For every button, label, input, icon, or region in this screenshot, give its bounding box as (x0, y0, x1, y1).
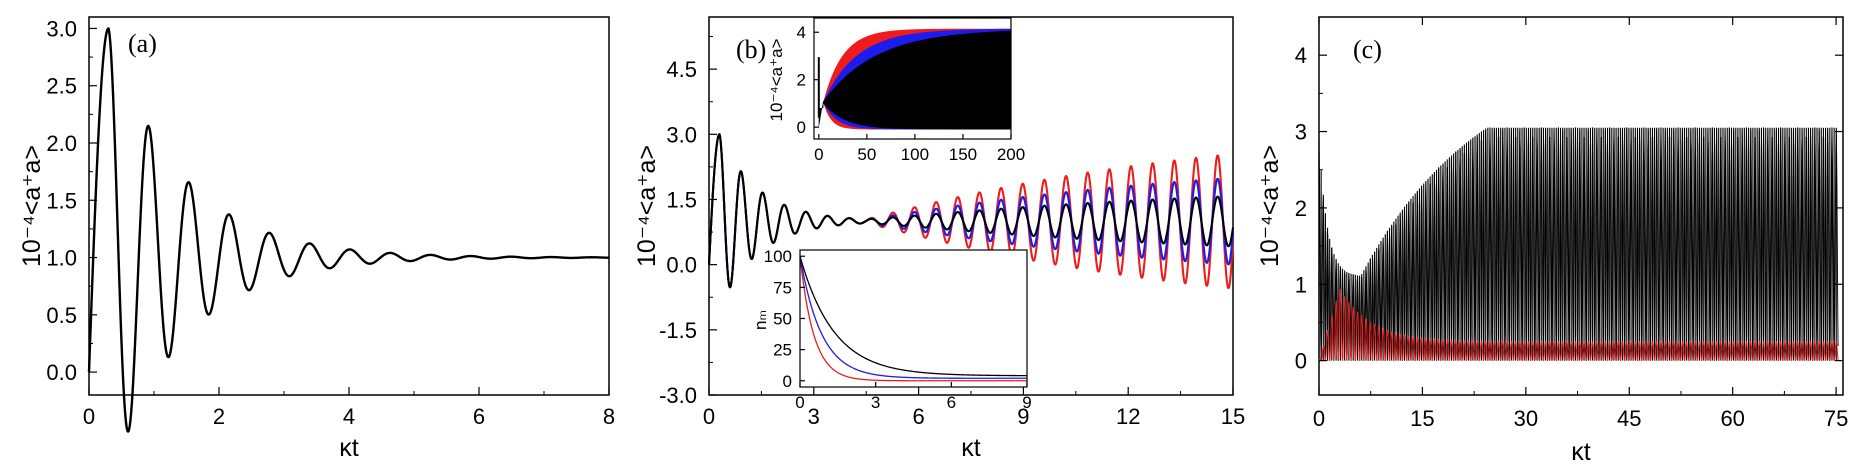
x-tick-label: 0 (1313, 406, 1325, 431)
panel-b-inset-bottom: 0 3 6 9 0 25 50 75 100 nₘ (751, 247, 1032, 412)
inset-top-series (817, 28, 1011, 130)
panel-c-ylabel: 10⁻⁴<a⁺a> (1256, 145, 1284, 267)
panel-a-series (87, 27, 610, 433)
x-tick-label: 6 (947, 393, 956, 412)
inset-bottom-ylabel: nₘ (751, 310, 770, 330)
y-tick-label: 0.5 (46, 303, 77, 328)
y-tick-label: 0 (1295, 349, 1307, 374)
x-tick-label: 3 (871, 393, 880, 412)
panel-a-ticks: 0 2 4 6 8 0.0 0.5 1.0 1.5 2.0 2.5 3.0 (46, 16, 615, 429)
inset-bottom-bg (800, 250, 1027, 387)
y-tick-label: -1.5 (659, 318, 697, 343)
x-tick-label: 100 (901, 145, 929, 164)
y-tick-label: 25 (773, 341, 792, 360)
panel-b-ylabel: 10⁻⁴<a⁺a> (633, 145, 661, 267)
panel-a-xlabel: κt (339, 434, 359, 462)
panel-c-ticks: 0 15 30 45 60 75 0 1 2 3 4 (1295, 17, 1848, 431)
x-tick-label: 0 (795, 393, 804, 412)
x-tick-label: 3 (808, 404, 820, 429)
panel-c-xlabel: κt (1571, 438, 1591, 466)
y-tick-label: 0.0 (46, 360, 77, 385)
x-tick-label: 0 (814, 145, 823, 164)
y-tick-label: 4 (797, 23, 806, 42)
x-tick-label: 15 (1221, 404, 1245, 429)
panel-c: 0 15 30 45 60 75 0 1 2 3 4 (c) κt 10⁻⁴<a⁺a> (1256, 16, 1848, 466)
x-tick-label: 8 (603, 404, 615, 429)
x-tick-label: 150 (949, 145, 977, 164)
inset-top-ylabel: 10⁻⁴<a⁺a> (767, 38, 786, 121)
inset-bottom-line-black (799, 256, 1028, 377)
y-tick-label: 1.5 (666, 187, 697, 212)
y-tick-label: 4.5 (666, 57, 697, 82)
y-tick-label: 2.0 (46, 131, 77, 156)
x-tick-label: 0 (83, 404, 95, 429)
panel-c-series (1318, 127, 1839, 362)
x-tick-label: 0 (703, 404, 715, 429)
inset-top-ticks: 0 50 100 150 200 0 2 4 (797, 23, 1026, 164)
x-tick-label: 9 (1022, 393, 1031, 412)
series-line-black (87, 27, 610, 433)
y-tick-label: 1 (1295, 272, 1307, 297)
y-tick-label: 2 (1295, 196, 1307, 221)
x-tick-label: 9 (1017, 404, 1029, 429)
x-tick-label: 15 (1410, 406, 1434, 431)
inset-bottom-line-blue (799, 256, 1028, 379)
y-tick-label: 1.0 (46, 246, 77, 271)
panel-a-frame (88, 16, 610, 396)
panel-c-label: (c) (1353, 35, 1382, 64)
y-tick-label: 0 (783, 372, 792, 391)
x-tick-label: 60 (1720, 406, 1744, 431)
series-line-black (1318, 127, 1839, 361)
panel-b-xlabel: κt (961, 434, 981, 462)
y-tick-label: 0.0 (666, 253, 697, 278)
y-tick-label: 4 (1295, 43, 1307, 68)
series-comb-black (1318, 127, 1837, 361)
x-tick-label: 75 (1824, 406, 1848, 431)
x-tick-label: 200 (997, 145, 1025, 164)
panel-b-series (707, 133, 1235, 290)
panel-b-inset-top: 0 50 100 150 200 0 2 4 10⁻⁴<a⁺a> (767, 17, 1026, 164)
panel-a: 0 2 4 6 8 0.0 0.5 1.0 1.5 2.0 2.5 3.0 (a) κt 10⁻⁴<a… (18, 16, 615, 462)
panel-b-label: (b) (736, 35, 766, 64)
series-line-black (707, 133, 1235, 289)
series-line-red (1318, 288, 1839, 362)
y-tick-label: 3.0 (46, 16, 77, 41)
y-tick-label: -3.0 (659, 383, 697, 408)
panel-b: 0 3 6 9 12 15-3.0-1.50.01.53.04.5 (b) κt 10⁻⁴… (633, 16, 1245, 462)
y-tick-label: 1.5 (46, 188, 77, 213)
x-tick-label: 12 (1116, 404, 1140, 429)
panel-b-ticks: 0 3 6 9 12 15-3.0-1.50.01.53.04.5 (659, 36, 1245, 429)
inset-bottom-series (799, 256, 1028, 382)
y-tick-label: 100 (764, 247, 792, 266)
inset-bottom-line-red (799, 256, 1028, 382)
y-tick-label: 3.0 (666, 122, 697, 147)
x-tick-label: 6 (912, 404, 924, 429)
y-tick-label: 50 (773, 310, 792, 329)
x-tick-label: 4 (343, 404, 355, 429)
x-tick-label: 45 (1617, 406, 1641, 431)
y-tick-label: 0 (797, 118, 806, 137)
y-tick-label: 2 (797, 71, 806, 90)
x-tick-label: 6 (473, 404, 485, 429)
x-tick-label: 2 (213, 404, 225, 429)
x-tick-label: 50 (857, 145, 876, 164)
x-tick-label: 30 (1514, 406, 1538, 431)
panel-a-ylabel: 10⁻⁴<a⁺a> (18, 145, 46, 267)
inset-top-frame (813, 17, 1012, 140)
y-tick-label: 2.5 (46, 74, 77, 99)
y-tick-label: 3 (1295, 120, 1307, 145)
panel-a-label: (a) (128, 29, 157, 58)
inset-bottom-ticks: 0 3 6 9 0 25 50 75 100 (764, 247, 1032, 412)
inset-top-band-black (818, 30, 1011, 130)
y-tick-label: 75 (773, 278, 792, 297)
